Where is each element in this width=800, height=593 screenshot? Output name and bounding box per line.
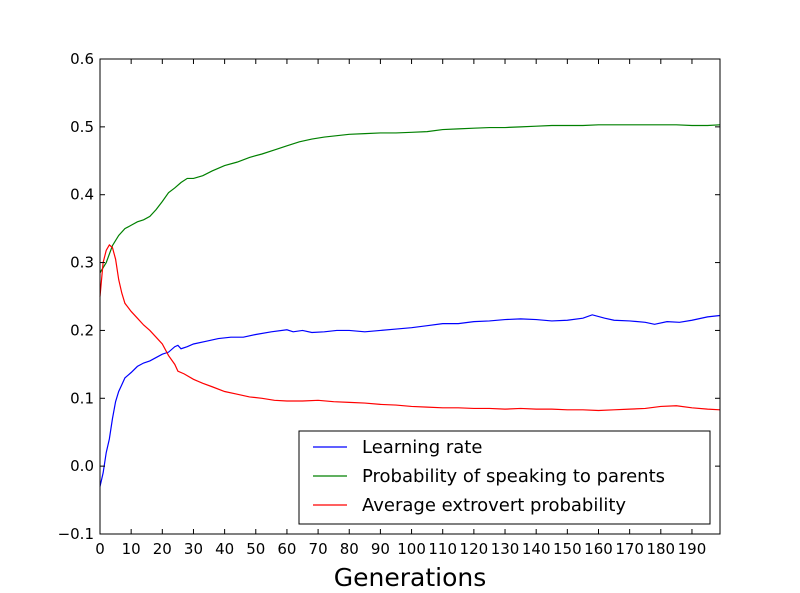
x-tick-label: 20 <box>153 540 172 558</box>
x-tick-label: 60 <box>277 540 296 558</box>
series-line-1 <box>99 314 721 487</box>
x-tick-label: 10 <box>122 540 141 558</box>
x-tick-label: 90 <box>371 540 390 558</box>
plot-frame <box>99 58 721 535</box>
x-tick-label: 130 <box>491 540 520 558</box>
x-tick-label: 150 <box>553 540 582 558</box>
y-tick-label: 0.0 <box>70 457 94 475</box>
series-line-2 <box>99 124 721 274</box>
x-tick-label: 180 <box>646 540 675 558</box>
x-tick-label: 70 <box>309 540 328 558</box>
series-line-3 <box>99 243 721 412</box>
y-tick-label: 0.3 <box>70 254 94 272</box>
x-tick-label: 30 <box>184 540 203 558</box>
x-tick-label: 170 <box>615 540 644 558</box>
x-axis-title: Generations <box>334 563 487 592</box>
legend-box <box>298 430 711 525</box>
y-tick-label: 0.4 <box>70 186 94 204</box>
y-tick-label: 0.6 <box>70 50 94 68</box>
series-layer <box>99 124 721 487</box>
legend: Learning rate Probability of speaking to … <box>298 430 711 525</box>
x-tick-label: 120 <box>460 540 489 558</box>
legend-label-1: Learning rate <box>362 437 482 458</box>
x-tick-label: 40 <box>215 540 234 558</box>
x-tick-label: 0 <box>95 540 105 558</box>
x-tick-label: 100 <box>397 540 426 558</box>
x-tick-label: 190 <box>678 540 707 558</box>
y-tick-label: 0.1 <box>70 389 94 407</box>
y-axis-ticks: −0.1 0.0 0.1 0.2 0.3 0.4 0.5 0.6 <box>58 50 720 543</box>
x-tick-label: 140 <box>522 540 551 558</box>
y-tick-label: −0.1 <box>58 525 94 543</box>
legend-label-2: Probability of speaking to parents <box>362 466 665 487</box>
y-tick-label: 0.2 <box>70 321 94 339</box>
x-tick-label: 110 <box>428 540 457 558</box>
x-axis-ticks: 0 10 20 30 40 50 60 70 80 90 100 110 120 130 140 150 160… <box>95 59 706 558</box>
plot-area <box>99 58 721 535</box>
x-tick-label: 50 <box>246 540 265 558</box>
x-tick-label: 80 <box>340 540 359 558</box>
legend-label-3: Average extrovert probability <box>362 495 626 516</box>
y-tick-label: 0.5 <box>70 118 94 136</box>
x-tick-label: 160 <box>584 540 613 558</box>
